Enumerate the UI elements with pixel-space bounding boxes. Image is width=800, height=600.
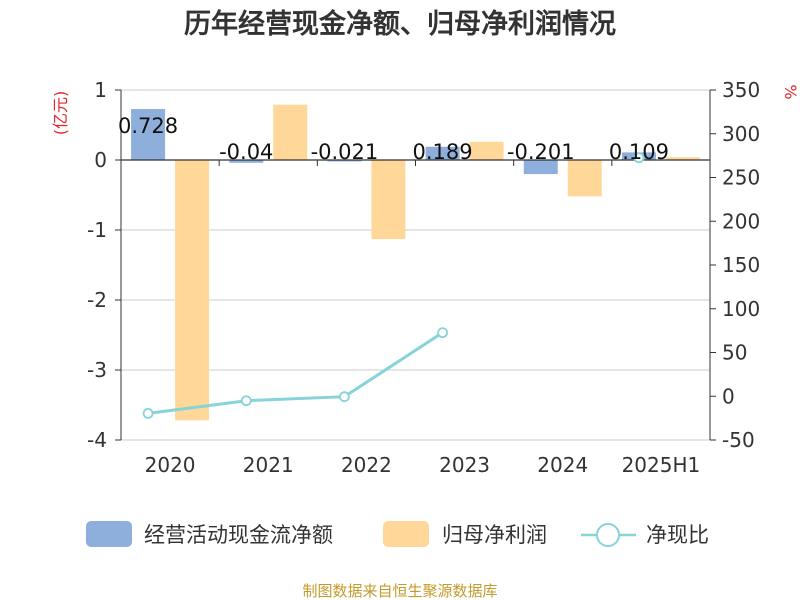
chart-title: 历年经营现金净额、归母净利润情况 [184,8,616,40]
legend-swatch-profit [383,521,429,547]
legend-label-ratio: 净现比 [646,523,709,547]
cashflow-bar [327,160,362,162]
legend: 经营活动现金流净额 归母净利润 净现比 [86,521,709,547]
axes [115,89,716,441]
left-axis-unit: (亿元) [51,91,70,136]
cashflow-data-label: 0.728 [118,114,178,138]
x-tick-label: 2020 [145,453,196,477]
legend-label-profit: 归母净利润 [442,523,547,547]
grid [121,89,710,441]
ratio-point [240,395,252,407]
left-tick-label: -4 [87,428,107,452]
x-tick-label: 2025H1 [622,453,701,477]
legend-marker-ratio [596,523,620,547]
right-tick-label: 200 [722,209,760,233]
left-tick-label: -2 [87,288,107,312]
right-tick-label: 300 [722,122,760,146]
right-tick-label: 100 [722,297,760,321]
cashflow-data-label: -0.201 [507,140,575,164]
profit-bar [371,160,406,240]
ratio-point [339,391,350,403]
x-tick-label: 2024 [537,453,588,477]
left-axis-ticks: 1 0 -1 -2 -3 -4 [87,78,107,452]
cashflow-data-label: 0.109 [609,140,669,164]
left-tick-label: -1 [87,218,107,242]
bars [131,104,700,421]
cashflow-bar [229,160,264,163]
profit-bar [175,160,210,421]
cashflow-bar [425,146,460,160]
profit-bar [469,141,504,160]
left-tick-label: 0 [94,148,107,172]
right-axis-unit: % [781,84,800,99]
legend-swatch-cashflow [86,521,132,547]
source-note: 制图数据来自恒生聚源数据库 [302,582,497,600]
x-tick-label: 2023 [439,453,490,477]
cashflow-data-label: 0.189 [413,140,473,164]
profit-bar [665,157,700,160]
x-axis-ticks: 2020 2021 2022 2023 2024 2025H1 [145,453,701,477]
legend-label-cashflow: 经营活动现金流净额 [144,523,333,547]
ratio-point [437,327,448,339]
cashflow-data-label: -0.021 [311,140,379,164]
ratio-line-path [147,331,444,415]
profit-bar [567,160,602,197]
right-tick-label: 150 [722,253,760,277]
left-tick-label: 1 [94,78,107,102]
right-tick-label: 250 [722,166,760,190]
data-labels: 0.728 -0.04 -0.021 0.189 -0.201 0.109 [118,114,669,164]
cashflow-bar [131,109,166,160]
ratio-point [142,407,154,419]
x-tick-label: 2021 [243,453,294,477]
right-tick-label: -50 [722,428,755,452]
x-tick-label: 2022 [341,453,392,477]
ratio-line [142,152,645,419]
profit-bar [273,104,308,160]
right-tick-label: 350 [722,78,760,102]
right-axis-ticks: 350 300 250 200 150 100 50 0 -50 [722,78,760,452]
cashflow-bar [523,160,558,175]
ratio-point [633,152,645,164]
right-tick-label: 0 [722,384,735,408]
right-tick-label: 50 [722,341,747,365]
cashflow-data-label: -0.04 [219,140,273,164]
left-tick-label: -3 [87,358,107,382]
